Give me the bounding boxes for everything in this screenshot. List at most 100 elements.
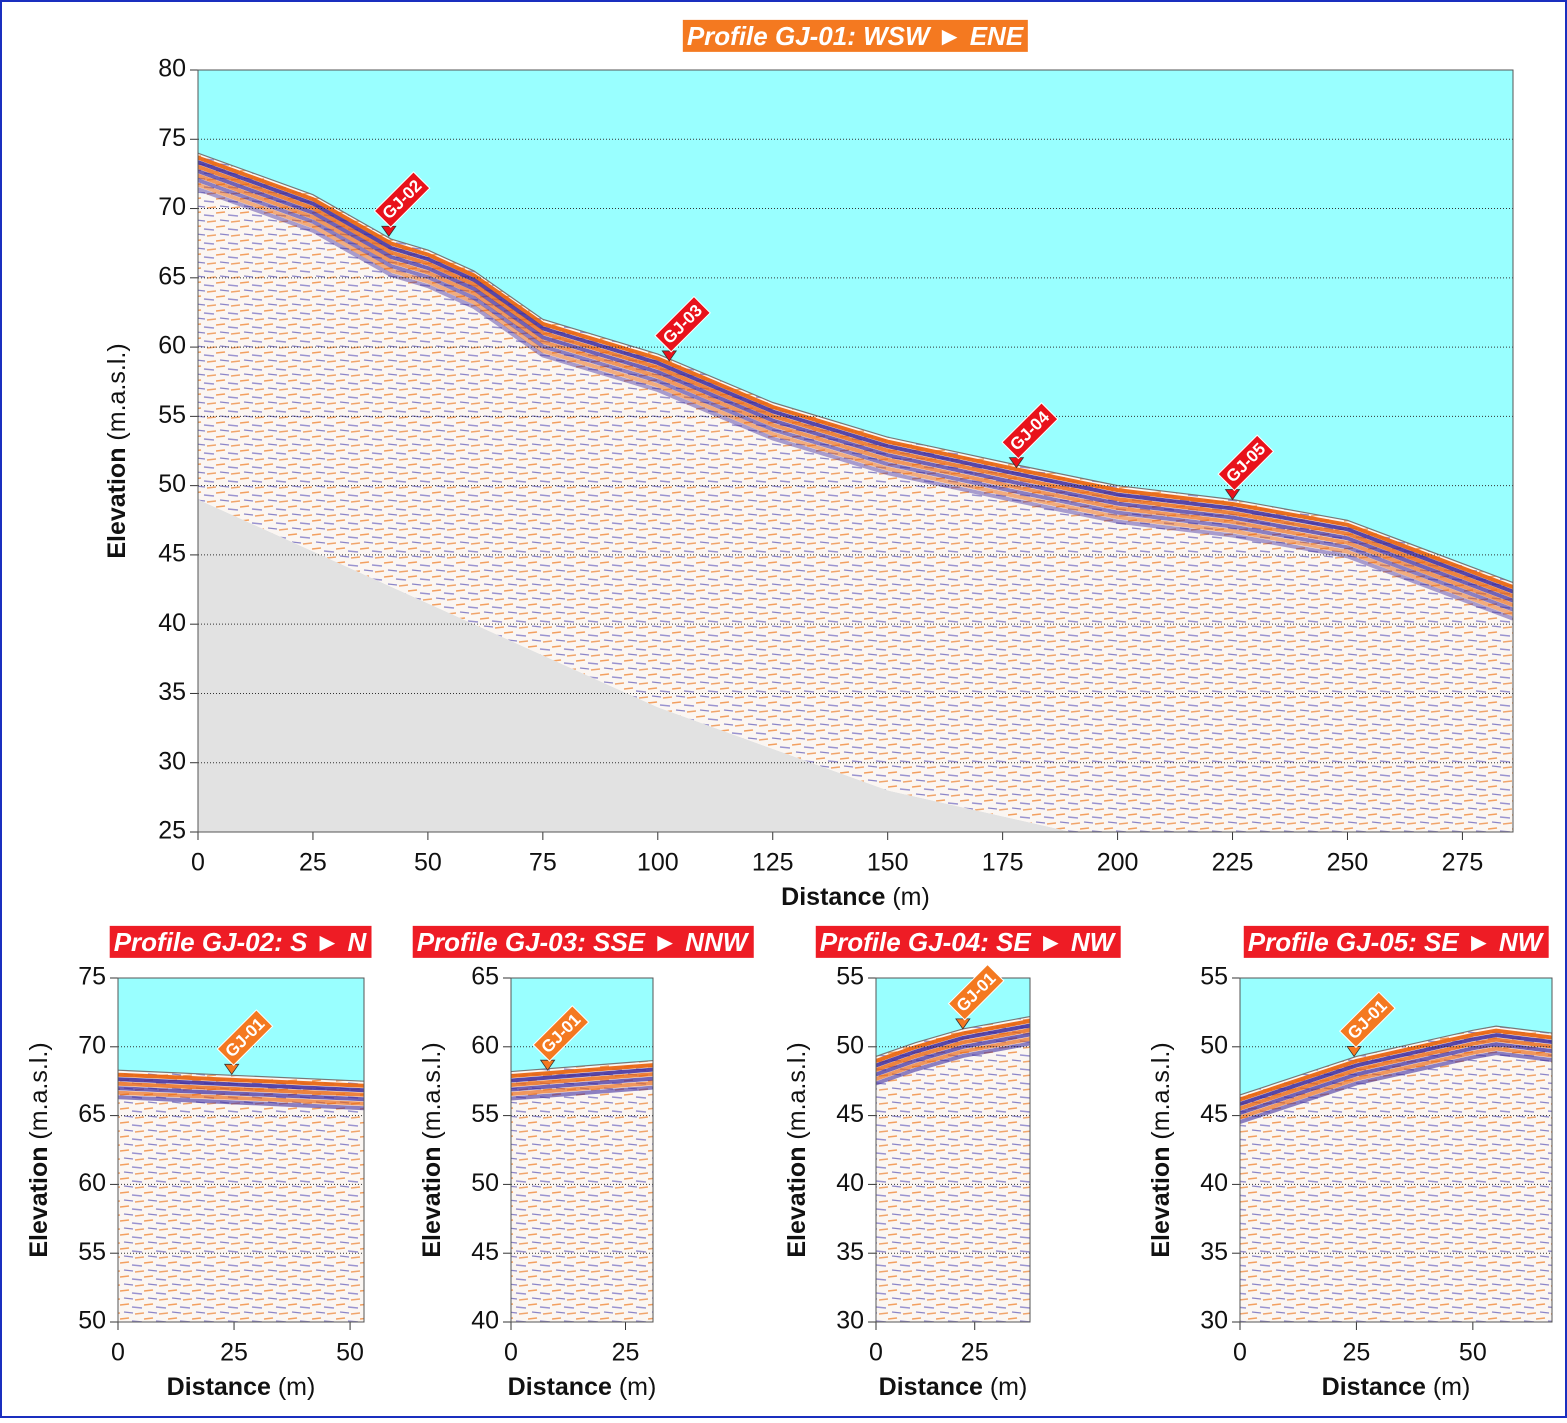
chart-title: Profile GJ-02: S ► N <box>114 927 368 957</box>
reflector-band <box>118 1081 364 1097</box>
intersection-marker <box>539 1059 556 1071</box>
x-tick-label: 150 <box>867 849 909 877</box>
y-tick-label: 45 <box>471 1238 499 1266</box>
chart-title: Profile GJ-03: SSE ► NNW <box>417 927 750 957</box>
y-axis-title: Elevation <box>25 1147 53 1258</box>
chart-title: Profile GJ-04: SE ► NW <box>820 927 1117 957</box>
y-tick-label: 65 <box>158 262 186 290</box>
x-tick-label: 0 <box>504 1339 518 1367</box>
reflector-bands <box>118 1072 364 1111</box>
reflector-band <box>198 187 1513 621</box>
x-tick-label: 175 <box>982 849 1024 877</box>
reflector-bands <box>511 1063 653 1101</box>
x-axis-unit: (m) <box>619 1373 656 1401</box>
x-tick-label: 0 <box>111 1339 125 1367</box>
y-tick-label: 50 <box>1200 1031 1228 1059</box>
y-tick-label: 55 <box>158 401 186 429</box>
x-tick-label: 50 <box>336 1339 364 1367</box>
radargram <box>118 1070 364 1322</box>
y-axis-label: Elevation (m.a.s.l.) <box>103 343 131 558</box>
y-tick-label: 30 <box>836 1307 864 1335</box>
radargram <box>876 1016 1030 1322</box>
reflector-band <box>198 155 1513 589</box>
reflector-band <box>1240 1046 1552 1120</box>
marker-label-box <box>216 1009 274 1066</box>
x-tick-label: 25 <box>220 1339 248 1367</box>
reflector-band <box>118 1072 364 1088</box>
y-tick-label: 35 <box>836 1238 864 1266</box>
intersection-marker <box>1008 457 1025 469</box>
x-tick-label: 0 <box>869 1339 883 1367</box>
x-tick-label: 275 <box>1442 849 1484 877</box>
reflector-band <box>876 1019 1030 1063</box>
reflector-band <box>511 1063 653 1079</box>
y-axis-unit: (m.a.s.l.) <box>25 1042 53 1139</box>
x-tick-label: 25 <box>1343 1339 1371 1367</box>
marker-label-box <box>1217 434 1275 492</box>
y-tick-label: 35 <box>1200 1238 1228 1266</box>
y-axis-title: Elevation <box>103 448 131 559</box>
title-box <box>815 925 1121 958</box>
plot-frame <box>875 977 1031 1323</box>
x-axis-unit: (m) <box>278 1373 315 1401</box>
x-axis-title: Distance <box>781 883 885 911</box>
marker-label-box <box>532 1005 590 1062</box>
y-tick-label: 70 <box>78 1031 106 1059</box>
intersection-marker <box>1224 489 1241 501</box>
y-tick-label: 55 <box>836 963 864 991</box>
y-axis-title: Elevation <box>1147 1147 1175 1258</box>
marker-label-box <box>947 963 1005 1021</box>
y-tick-label: 25 <box>158 817 186 845</box>
y-axis-title: Elevation <box>418 1147 446 1258</box>
reflector-band <box>1240 1028 1552 1102</box>
reflector-band <box>876 1037 1030 1081</box>
y-tick-label: 45 <box>1200 1100 1228 1128</box>
intersection-marker <box>381 225 397 237</box>
marker-label-box <box>373 171 431 228</box>
x-axis-title: Distance <box>879 1373 983 1401</box>
surface-line <box>117 1069 365 1082</box>
reflector-band <box>1240 1051 1552 1124</box>
intersection-marker <box>661 350 678 362</box>
reflector-band <box>198 178 1513 612</box>
reflector-band <box>118 1077 364 1093</box>
y-tick-label: 60 <box>471 1031 499 1059</box>
reflector-band <box>198 169 1513 603</box>
y-tick-label: 60 <box>78 1169 106 1197</box>
title-box <box>412 925 754 958</box>
x-tick-label: 25 <box>961 1339 989 1367</box>
plot-frame <box>117 977 365 1323</box>
x-tick-label: 100 <box>637 849 679 877</box>
x-tick-label: 250 <box>1327 849 1369 877</box>
x-axis-title: Distance <box>167 1373 271 1401</box>
y-axis-label: Elevation (m.a.s.l.) <box>783 1042 811 1257</box>
y-tick-label: 80 <box>158 55 186 83</box>
marker-label-box <box>1338 991 1396 1049</box>
chart-title: Profile GJ-05: SE ► NW <box>1248 927 1545 957</box>
surface-line <box>510 1059 654 1073</box>
radargram <box>511 1060 653 1322</box>
title-group: Profile GJ-04: SE ► NW <box>815 925 1121 958</box>
y-axis-unit: (m.a.s.l.) <box>1147 1042 1175 1139</box>
y-tick-label: 45 <box>158 540 186 568</box>
y-tick-label: 55 <box>78 1238 106 1266</box>
reflector-band <box>1240 1037 1552 1111</box>
title-group: Profile GJ-01: WSW ► ENE <box>682 19 1028 52</box>
y-tick-label: 40 <box>158 609 186 637</box>
no-data-area <box>198 499 1072 832</box>
y-axis-unit: (m.a.s.l.) <box>103 343 131 440</box>
y-tick-label: 60 <box>158 332 186 360</box>
y-axis-label: Elevation (m.a.s.l.) <box>1147 1042 1175 1257</box>
x-axis-label: Distance (m) <box>508 1373 657 1401</box>
x-tick-label: 25 <box>299 849 327 877</box>
x-tick-label: 0 <box>1233 1339 1247 1367</box>
x-tick-label: 75 <box>529 849 557 877</box>
x-tick-label: 50 <box>1459 1339 1487 1367</box>
y-tick-label: 35 <box>158 678 186 706</box>
reflector-band <box>1240 1042 1552 1115</box>
y-tick-label: 65 <box>78 1100 106 1128</box>
y-axis-title: Elevation <box>783 1147 811 1258</box>
reflector-band <box>511 1072 653 1088</box>
